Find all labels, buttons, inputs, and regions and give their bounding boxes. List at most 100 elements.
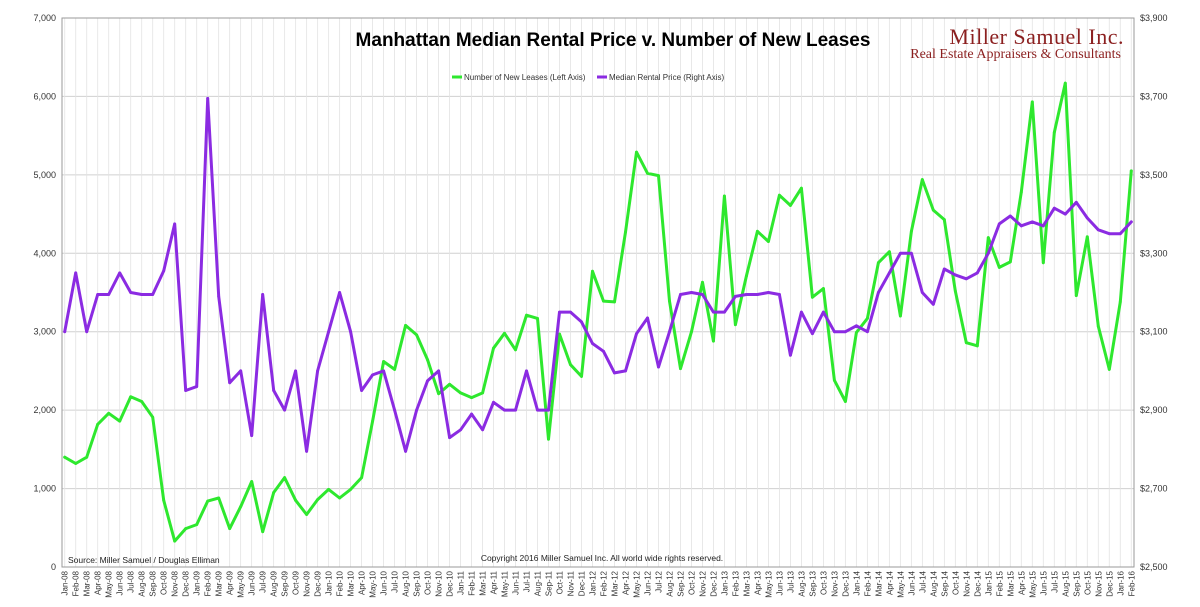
point-median-rent (953, 273, 957, 277)
point-median-rent (679, 293, 682, 296)
x-tick-label: Feb-09 (204, 570, 213, 596)
x-tick-label: Dec-09 (314, 570, 323, 596)
point-median-rent (756, 293, 759, 296)
point-new-leases (305, 513, 309, 516)
right-tick-label: $2,900 (1140, 405, 1168, 415)
point-median-rent (481, 428, 484, 432)
point-median-rent (1107, 232, 1111, 236)
brand-logo: Miller Samuel Inc. Real Estate Appraiser… (910, 24, 1123, 62)
point-new-leases (547, 437, 550, 441)
x-tick-label: Jan-15 (984, 570, 993, 595)
point-median-rent (909, 251, 913, 255)
series-line-median-rent (63, 96, 1133, 453)
point-new-leases (975, 344, 979, 348)
point-new-leases (854, 331, 858, 334)
left-tick-label: 1,000 (33, 484, 56, 494)
legend-label-median-rent: Median Rental Price (Right Axis) (609, 73, 724, 82)
point-median-rent (657, 365, 660, 369)
point-new-leases (953, 289, 957, 293)
point-median-rent (887, 271, 891, 275)
point-median-rent (898, 251, 902, 255)
point-new-leases (525, 313, 528, 317)
point-new-leases (1041, 261, 1045, 265)
point-median-rent (360, 389, 364, 392)
point-median-rent (217, 295, 221, 298)
x-tick-label: Dec-14 (973, 570, 982, 596)
point-median-rent (404, 449, 407, 453)
point-median-rent (811, 332, 814, 336)
point-new-leases (602, 299, 605, 303)
point-median-rent (723, 310, 726, 314)
point-median-rent (173, 222, 177, 226)
x-tick-label: Sep-15 (1072, 570, 1081, 596)
point-median-rent (789, 353, 792, 357)
point-new-leases (701, 280, 704, 284)
point-new-leases (272, 491, 276, 494)
point-new-leases (250, 480, 254, 483)
point-median-rent (931, 302, 935, 306)
point-new-leases (448, 382, 451, 386)
point-new-leases (1085, 235, 1089, 239)
x-tick-label: Mar-09 (215, 570, 224, 596)
x-tick-label: Feb-12 (599, 570, 608, 596)
x-tick-label: Jul-13 (786, 570, 795, 592)
point-median-rent (525, 369, 528, 373)
point-median-rent (107, 293, 111, 296)
x-tick-label: Jul-11 (523, 570, 532, 592)
x-tick-label: Jul-10 (391, 570, 400, 592)
point-new-leases (898, 314, 902, 318)
point-new-leases (887, 250, 891, 254)
x-tick-label: Jun-09 (248, 570, 257, 595)
x-tick-label: Sep-09 (281, 570, 290, 596)
x-tick-label: Nov-10 (435, 570, 444, 596)
chart-title: Manhattan Median Rental Price v. Number … (356, 30, 871, 51)
point-new-leases (217, 496, 221, 500)
point-new-leases (580, 375, 583, 378)
point-new-leases (986, 236, 990, 240)
point-new-leases (1052, 131, 1056, 134)
point-median-rent (239, 369, 243, 373)
point-new-leases (811, 295, 814, 299)
point-new-leases (228, 527, 232, 530)
x-tick-label: Nov-12 (698, 570, 707, 596)
point-median-rent (250, 434, 254, 438)
point-new-leases (734, 323, 737, 327)
left-tick-label: 0 (51, 562, 56, 572)
x-tick-label: Jan-08 (61, 570, 70, 595)
point-new-leases (558, 332, 561, 336)
point-median-rent (942, 267, 946, 271)
x-tick-label: Sep-13 (808, 570, 817, 596)
x-tick-label: Jun-10 (380, 570, 389, 595)
x-tick-label: May-08 (105, 570, 114, 597)
x-tick-label: Mar-14 (874, 570, 883, 596)
right-tick-label: $3,300 (1140, 248, 1168, 258)
point-new-leases (327, 487, 331, 491)
point-median-rent (393, 408, 396, 412)
x-tick-label: May-11 (501, 570, 510, 597)
point-median-rent (964, 277, 968, 281)
point-median-rent (1074, 200, 1078, 204)
x-tick-label: Nov-08 (171, 570, 180, 596)
point-median-rent (63, 330, 67, 334)
x-tick-label: Mar-08 (83, 570, 92, 596)
point-median-rent (316, 369, 320, 373)
point-new-leases (437, 392, 440, 396)
point-new-leases (964, 341, 968, 345)
point-median-rent (151, 293, 155, 296)
point-median-rent (690, 291, 693, 294)
point-median-rent (734, 295, 737, 298)
point-new-leases (745, 274, 748, 278)
point-new-leases (514, 348, 517, 352)
point-new-leases (789, 204, 792, 207)
x-tick-label: Aug-12 (665, 570, 674, 596)
x-tick-label: Nov-15 (1094, 570, 1103, 596)
point-median-rent (1030, 220, 1034, 224)
x-tick-label: Dec-08 (182, 570, 191, 596)
x-tick-label: Nov-11 (567, 570, 576, 596)
point-median-rent (876, 291, 880, 294)
x-tick-label: Jul-09 (259, 570, 268, 592)
x-tick-label: Feb-11 (468, 570, 477, 595)
point-new-leases (393, 367, 396, 371)
legend-label-new-leases: Number of New Leases (Left Axis) (464, 73, 586, 82)
x-tick-label: Apr-08 (94, 570, 103, 595)
